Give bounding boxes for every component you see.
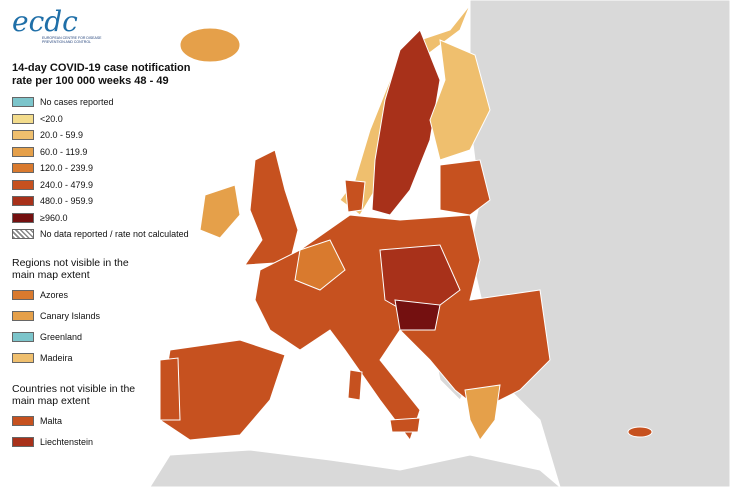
legend-swatch — [12, 416, 34, 426]
legend-swatch — [12, 146, 34, 157]
legend-item: 20.0 - 59.9 — [12, 127, 212, 144]
legend-swatch — [12, 113, 34, 124]
legend-item: ≥960.0 — [12, 210, 212, 227]
legend-label: 480.0 - 959.9 — [40, 196, 94, 207]
legend-item: Liechtenstein — [12, 432, 212, 453]
legend-item: 60.0 - 119.9 — [12, 144, 212, 161]
legend-item: Madeira — [12, 348, 212, 369]
legend-swatch — [12, 196, 34, 207]
legend-item: No data reported / rate not calculated — [12, 226, 212, 243]
legend-label: 20.0 - 59.9 — [40, 130, 84, 141]
legend-item: Greenland — [12, 327, 212, 348]
legend-swatch — [12, 353, 34, 363]
legend-label: <20.0 — [40, 113, 63, 124]
legend-label: Liechtenstein — [40, 437, 94, 447]
legend-label: Greenland — [40, 332, 83, 342]
legend-swatch — [12, 229, 34, 240]
legend-swatch — [12, 97, 34, 108]
regions-legend: Azores Canary Islands Greenland Madeira — [12, 285, 212, 369]
map-title: 14-day COVID-19 case notification rate p… — [12, 62, 191, 87]
legend-item: 240.0 - 479.9 — [12, 177, 212, 194]
logo: ecdc — [12, 5, 78, 38]
legend-label: Malta — [40, 416, 63, 426]
legend-item: 120.0 - 239.9 — [12, 160, 212, 177]
legend-label: Canary Islands — [40, 311, 101, 321]
legend-item: Azores — [12, 285, 212, 306]
legend-label: Azores — [40, 290, 69, 300]
legend-item: Canary Islands — [12, 306, 212, 327]
legend-panel: ecdc EUROPEAN CENTRE FOR DISEASE PREVENT… — [12, 8, 212, 453]
regions-heading: Regions not visible in the main map exte… — [12, 256, 129, 281]
legend-label: No cases reported — [40, 97, 114, 108]
legend-swatch — [12, 130, 34, 141]
countries-legend: Malta Liechtenstein — [12, 411, 212, 453]
legend-item: No cases reported — [12, 94, 212, 111]
legend-label: ≥960.0 — [40, 212, 68, 223]
legend-label: Madeira — [40, 353, 73, 363]
legend-item: 480.0 - 959.9 — [12, 193, 212, 210]
legend-swatch — [12, 437, 34, 447]
legend-label: 120.0 - 239.9 — [40, 163, 94, 174]
legend-label: 240.0 - 479.9 — [40, 179, 94, 190]
legend-item: Malta — [12, 411, 212, 432]
legend-swatch — [12, 290, 34, 300]
legend-swatch — [12, 311, 34, 321]
legend-swatch — [12, 212, 34, 223]
logo-subtitle: EUROPEAN CENTRE FOR DISEASE PREVENTION A… — [42, 36, 102, 44]
legend-item: <20.0 — [12, 111, 212, 128]
legend-swatch — [12, 163, 34, 174]
legend-swatch — [12, 332, 34, 342]
countries-heading: Countries not visible in the main map ex… — [12, 382, 136, 407]
legend-label: 60.0 - 119.9 — [40, 146, 88, 157]
legend: No cases reported <20.0 20.0 - 59.9 60.0 - … — [12, 94, 212, 243]
legend-label: No data reported / rate not calculated — [40, 229, 189, 240]
legend-swatch — [12, 179, 34, 190]
